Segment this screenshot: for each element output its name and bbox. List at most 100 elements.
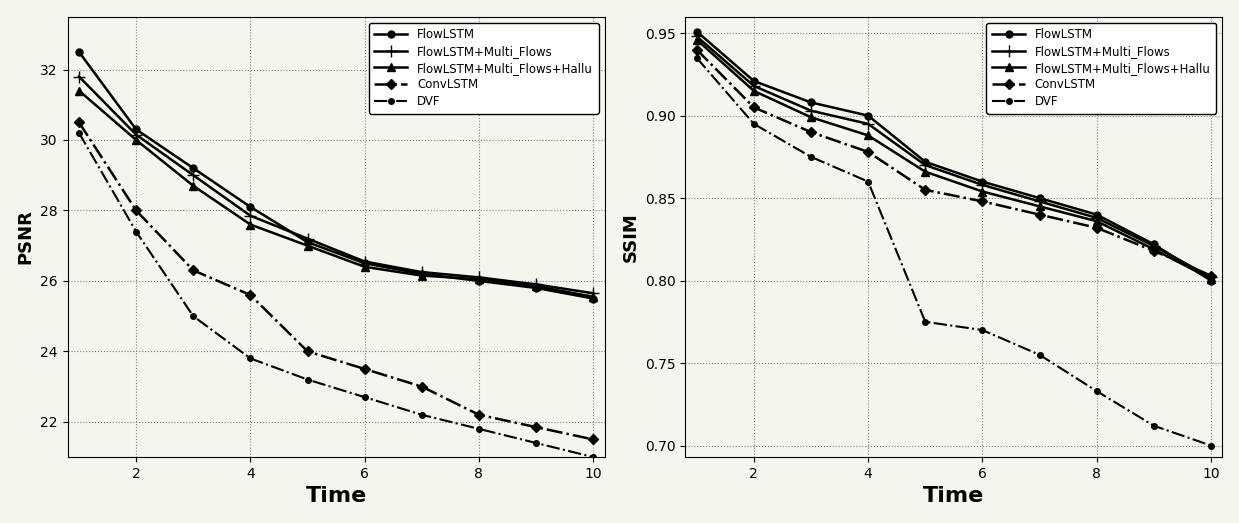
FlowLSTM+Multi_Flows: [689, 33, 704, 40]
DVF: [72, 130, 87, 136]
FlowLSTM: [586, 295, 601, 302]
ConvLSTM: [586, 436, 601, 442]
X-axis label: Time: Time: [923, 486, 985, 506]
FlowLSTM+Multi_Flows: [357, 258, 372, 265]
Legend: FlowLSTM, FlowLSTM+Multi_Flows, FlowLSTM+Multi_Flows+Hallu, ConvLSTM, DVF: FlowLSTM, FlowLSTM+Multi_Flows, FlowLSTM…: [368, 22, 598, 113]
ConvLSTM: [72, 119, 87, 126]
FlowLSTM+Multi_Flows: [243, 212, 258, 219]
FlowLSTM+Multi_Flows+Hallu: [746, 88, 761, 94]
ConvLSTM: [1146, 248, 1161, 254]
DVF: [1032, 351, 1047, 358]
FlowLSTM: [918, 158, 933, 165]
FlowLSTM: [300, 239, 315, 245]
FlowLSTM: [529, 285, 544, 291]
FlowLSTM+Multi_Flows+Hallu: [186, 183, 201, 189]
Y-axis label: SSIM: SSIM: [621, 212, 639, 262]
FlowLSTM+Multi_Flows: [746, 83, 761, 89]
FlowLSTM+Multi_Flows: [861, 121, 876, 127]
FlowLSTM+Multi_Flows+Hallu: [1146, 246, 1161, 253]
DVF: [689, 55, 704, 61]
FlowLSTM+Multi_Flows: [1146, 243, 1161, 249]
ConvLSTM: [861, 149, 876, 155]
Legend: FlowLSTM, FlowLSTM+Multi_Flows, FlowLSTM+Multi_Flows+Hallu, ConvLSTM, DVF: FlowLSTM, FlowLSTM+Multi_Flows, FlowLSTM…: [986, 22, 1217, 113]
FlowLSTM: [357, 260, 372, 266]
ConvLSTM: [689, 47, 704, 53]
FlowLSTM+Multi_Flows+Hallu: [1203, 276, 1218, 282]
FlowLSTM+Multi_Flows+Hallu: [975, 188, 990, 195]
DVF: [918, 319, 933, 325]
FlowLSTM+Multi_Flows: [975, 182, 990, 188]
ConvLSTM: [243, 292, 258, 298]
Line: FlowLSTM+Multi_Flows: FlowLSTM+Multi_Flows: [691, 31, 1217, 283]
FlowLSTM+Multi_Flows: [1203, 274, 1218, 280]
FlowLSTM+Multi_Flows+Hallu: [243, 221, 258, 228]
Line: FlowLSTM: FlowLSTM: [694, 28, 1214, 284]
ConvLSTM: [1203, 272, 1218, 279]
ConvLSTM: [746, 104, 761, 110]
FlowLSTM: [129, 126, 144, 132]
FlowLSTM+Multi_Flows+Hallu: [414, 272, 429, 279]
FlowLSTM+Multi_Flows+Hallu: [472, 276, 487, 282]
Line: ConvLSTM: ConvLSTM: [76, 119, 597, 443]
ConvLSTM: [300, 348, 315, 355]
DVF: [472, 426, 487, 432]
Line: DVF: DVF: [694, 55, 1214, 448]
FlowLSTM+Multi_Flows: [129, 132, 144, 138]
FlowLSTM+Multi_Flows: [529, 281, 544, 288]
DVF: [975, 327, 990, 333]
DVF: [529, 440, 544, 446]
FlowLSTM+Multi_Flows: [414, 269, 429, 275]
FlowLSTM: [1089, 211, 1104, 218]
FlowLSTM+Multi_Flows: [72, 73, 87, 79]
FlowLSTM+Multi_Flows+Hallu: [804, 114, 819, 120]
FlowLSTM+Multi_Flows: [804, 108, 819, 114]
Line: ConvLSTM: ConvLSTM: [694, 46, 1214, 279]
FlowLSTM+Multi_Flows: [472, 274, 487, 280]
FlowLSTM: [186, 165, 201, 172]
FlowLSTM+Multi_Flows+Hallu: [586, 293, 601, 300]
Line: FlowLSTM+Multi_Flows: FlowLSTM+Multi_Flows: [73, 71, 598, 299]
FlowLSTM+Multi_Flows+Hallu: [861, 132, 876, 139]
FlowLSTM+Multi_Flows: [300, 235, 315, 242]
Line: FlowLSTM: FlowLSTM: [76, 49, 597, 302]
FlowLSTM+Multi_Flows+Hallu: [72, 87, 87, 94]
DVF: [1089, 388, 1104, 394]
FlowLSTM: [804, 99, 819, 106]
FlowLSTM: [72, 49, 87, 55]
ConvLSTM: [357, 366, 372, 372]
DVF: [746, 121, 761, 127]
FlowLSTM+Multi_Flows: [918, 162, 933, 168]
FlowLSTM: [689, 28, 704, 35]
FlowLSTM: [472, 278, 487, 284]
FlowLSTM+Multi_Flows+Hallu: [1032, 203, 1047, 210]
FlowLSTM+Multi_Flows+Hallu: [300, 243, 315, 249]
FlowLSTM: [1203, 277, 1218, 283]
FlowLSTM+Multi_Flows+Hallu: [357, 264, 372, 270]
FlowLSTM: [746, 78, 761, 84]
ConvLSTM: [918, 187, 933, 193]
FlowLSTM: [1146, 241, 1161, 247]
FlowLSTM: [861, 112, 876, 119]
ConvLSTM: [186, 267, 201, 274]
ConvLSTM: [975, 198, 990, 204]
FlowLSTM: [414, 271, 429, 277]
FlowLSTM: [1032, 195, 1047, 201]
Y-axis label: PSNR: PSNR: [16, 209, 35, 264]
FlowLSTM+Multi_Flows: [186, 172, 201, 178]
FlowLSTM+Multi_Flows+Hallu: [529, 283, 544, 289]
FlowLSTM+Multi_Flows+Hallu: [129, 137, 144, 143]
ConvLSTM: [129, 207, 144, 213]
DVF: [357, 394, 372, 400]
DVF: [586, 454, 601, 460]
Line: FlowLSTM+Multi_Flows+Hallu: FlowLSTM+Multi_Flows+Hallu: [74, 86, 597, 301]
DVF: [1203, 442, 1218, 449]
ConvLSTM: [804, 129, 819, 135]
DVF: [804, 154, 819, 160]
ConvLSTM: [472, 412, 487, 418]
ConvLSTM: [414, 383, 429, 390]
ConvLSTM: [1032, 211, 1047, 218]
DVF: [861, 178, 876, 185]
DVF: [414, 412, 429, 418]
ConvLSTM: [529, 424, 544, 430]
DVF: [243, 355, 258, 361]
